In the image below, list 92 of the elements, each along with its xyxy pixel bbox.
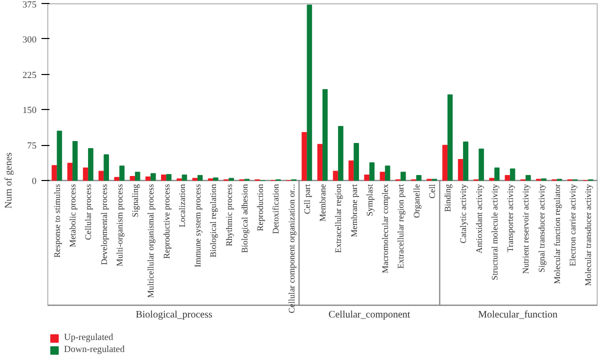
legend-label: Up-regulated (64, 333, 114, 343)
bar (161, 174, 166, 181)
x-axis-title: Molecular_function (478, 310, 558, 321)
x-tick-label: Immune system process (192, 183, 202, 268)
bar (489, 178, 494, 181)
x-tick-label: Membrane (318, 184, 328, 222)
x-tick-label: Molecular transducer activity (583, 183, 594, 286)
x-tick-label: Extracellular region (333, 183, 344, 254)
bar (134, 172, 140, 181)
x-tick-label: Macromolecular complex (380, 183, 390, 274)
bar (166, 174, 172, 181)
bar (526, 175, 531, 181)
bar (338, 126, 344, 181)
x-tick-label: Cellular process (83, 183, 94, 240)
bar (192, 178, 198, 181)
bar (67, 162, 73, 181)
bar (380, 172, 386, 181)
x-tick-label: Rhythmic process (224, 183, 234, 246)
x-axis-title: Cellular_component (328, 310, 410, 321)
bar (494, 168, 500, 181)
x-tick-label: Biological regulation (208, 183, 218, 258)
y-axis-title: Num of genes (4, 152, 15, 209)
bar (447, 94, 453, 181)
legend-label: Down-regulated (64, 345, 125, 355)
bar (478, 148, 484, 181)
x-tick-label: Signal transducer activity (536, 183, 546, 272)
bar (458, 159, 464, 181)
x-tick-label: Multicellular organismal process (146, 183, 156, 298)
bar (364, 174, 370, 181)
bar (150, 173, 156, 181)
bar (182, 174, 188, 181)
x-tick-label: Metabolic process (68, 183, 78, 248)
x-tick-label: Signaling (130, 183, 140, 218)
x-tick-label: Cell (426, 183, 437, 198)
y-tick-label: 0 (32, 177, 37, 187)
x-tick-label: Reproductive process (161, 183, 172, 259)
bar (306, 4, 312, 181)
bar (332, 170, 338, 181)
bar (82, 168, 88, 181)
x-tick-label: Organelle (411, 184, 422, 218)
bar (463, 142, 468, 181)
x-tick-label: Transporter activity (505, 183, 515, 252)
x-tick-label: Antioxidant activity (474, 183, 484, 254)
bar (302, 132, 307, 181)
x-tick-label: Localization (176, 183, 187, 228)
bar (400, 172, 406, 181)
bar (504, 175, 510, 181)
x-tick-label: Binding (442, 183, 452, 212)
x-tick-label: Electron carrier activity (568, 183, 578, 266)
bar (114, 176, 120, 181)
x-tick-label: Extracellular region part (396, 183, 406, 269)
bar (88, 148, 94, 181)
bar (145, 176, 151, 181)
bar (197, 175, 203, 181)
x-tick-label: Catalytic activity (458, 183, 468, 244)
bar (510, 168, 516, 181)
y-tick-label: 300 (22, 35, 37, 46)
x-tick-label: Cellular component organization or... (286, 184, 296, 314)
bar (98, 170, 104, 181)
bar (442, 144, 448, 181)
bar (119, 166, 125, 181)
bar (130, 176, 136, 181)
y-tick-label: 75 (27, 142, 37, 152)
x-tick-label: Structural molecule activity (489, 183, 500, 280)
bar (72, 141, 78, 181)
bar (104, 154, 109, 181)
x-tick-label: Multi-organism process (114, 183, 124, 266)
bar (213, 177, 218, 181)
x-tick-label: Cell part (302, 183, 312, 214)
x-tick-label: Reproduction (255, 183, 265, 232)
y-tick-label: 375 (22, 0, 37, 10)
x-tick-label: Biological adhesion (239, 183, 250, 254)
bar (416, 175, 422, 181)
x-axis-title: Biological_process (136, 310, 212, 321)
y-tick-label: 225 (22, 70, 37, 81)
x-tick-label: Detoxification (270, 183, 281, 234)
bar (56, 130, 62, 181)
x-tick-label: Response to stimulus (52, 183, 62, 258)
bar (317, 144, 323, 181)
x-tick-label: Developmental process (98, 183, 109, 266)
x-tick-label: Molecular function regulator (552, 184, 562, 284)
bar (52, 165, 57, 181)
bar (369, 162, 375, 181)
x-tick-label: Nutrient reservoir activity (520, 183, 531, 274)
bar (384, 166, 390, 181)
x-tick-label: Membrane part (348, 183, 359, 238)
bar (354, 142, 359, 181)
bar (322, 89, 328, 181)
bar (348, 160, 354, 181)
y-tick-label: 150 (22, 106, 37, 116)
bar (228, 178, 234, 181)
x-tick-label: Symplast (364, 183, 374, 216)
